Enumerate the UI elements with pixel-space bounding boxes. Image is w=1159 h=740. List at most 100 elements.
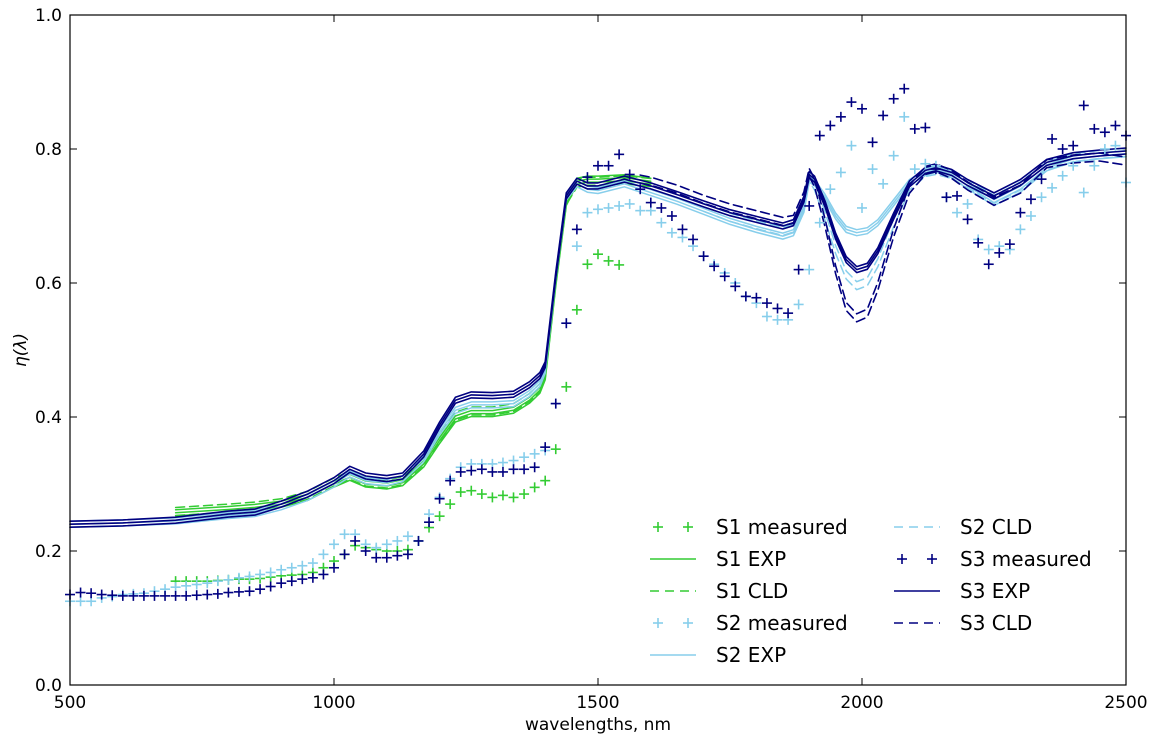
data-point xyxy=(75,596,86,607)
data-point xyxy=(307,558,318,569)
legend-label: S1 EXP xyxy=(716,547,786,571)
data-point xyxy=(730,281,741,292)
data-point xyxy=(1110,120,1121,131)
data-point xyxy=(645,197,656,208)
data-point xyxy=(170,582,181,593)
data-point xyxy=(212,576,223,587)
data-point xyxy=(519,489,530,500)
data-point xyxy=(962,198,973,209)
legend-marker xyxy=(897,554,907,564)
data-point xyxy=(550,398,561,409)
data-point xyxy=(878,110,889,121)
data-point xyxy=(1057,144,1068,154)
s3-exp-line xyxy=(69,150,1127,526)
data-point xyxy=(571,241,582,252)
data-point xyxy=(624,198,635,209)
data-point xyxy=(761,298,772,309)
data-point xyxy=(920,122,931,133)
data-point xyxy=(635,184,646,195)
data-point xyxy=(381,539,392,550)
data-point xyxy=(455,487,466,498)
data-point xyxy=(286,562,297,573)
data-point xyxy=(582,207,593,218)
legend-label: S2 CLD xyxy=(960,515,1032,539)
data-point xyxy=(1025,211,1036,221)
data-point xyxy=(191,590,202,601)
s3-measured-points xyxy=(65,83,1131,601)
data-point xyxy=(941,192,952,203)
data-point xyxy=(265,581,276,592)
legend-label: S3 measured xyxy=(960,547,1092,571)
data-point xyxy=(508,455,519,466)
data-point xyxy=(846,97,857,108)
data-point xyxy=(128,590,139,601)
data-point xyxy=(1089,123,1100,134)
data-point xyxy=(392,535,403,546)
data-point xyxy=(909,123,920,134)
data-point xyxy=(434,493,445,504)
data-point xyxy=(561,381,572,392)
data-point xyxy=(96,589,107,600)
data-point xyxy=(519,452,530,463)
data-point xyxy=(392,550,403,561)
data-point xyxy=(571,304,582,315)
data-point xyxy=(476,489,487,500)
data-point xyxy=(561,318,572,329)
data-point xyxy=(107,590,118,601)
data-point xyxy=(846,140,857,151)
data-point xyxy=(688,234,699,245)
data-point xyxy=(952,190,963,201)
data-point xyxy=(181,590,192,601)
data-point xyxy=(973,237,984,248)
s3-cld-line xyxy=(639,152,1127,315)
data-point xyxy=(772,303,783,314)
data-point xyxy=(983,244,994,255)
data-point xyxy=(804,264,815,275)
s3-exp-line xyxy=(69,153,1127,529)
legend-marker xyxy=(683,618,693,628)
data-point xyxy=(497,457,508,468)
data-point xyxy=(286,576,297,587)
data-point xyxy=(402,549,413,560)
data-point xyxy=(814,217,825,228)
data-point xyxy=(793,264,804,275)
data-point xyxy=(1047,133,1058,144)
data-point xyxy=(899,111,910,122)
data-point xyxy=(1068,140,1079,151)
data-point xyxy=(170,590,181,601)
data-point xyxy=(519,464,530,475)
data-point xyxy=(244,571,255,582)
data-point xyxy=(117,590,128,601)
x-tick-label: 2500 xyxy=(1104,693,1147,713)
data-point xyxy=(476,464,487,475)
y-tick-label: 0.4 xyxy=(35,408,62,428)
data-point xyxy=(571,224,582,235)
legend-handle xyxy=(897,554,937,564)
data-point xyxy=(402,531,413,542)
data-point xyxy=(540,442,551,453)
data-point xyxy=(497,466,508,477)
axis-ticks: 500 1000 1500 2000 2500 0.0 0.2 0.4 0.6 0.8 1.0 xyxy=(35,6,1148,713)
data-point xyxy=(297,560,308,571)
data-point xyxy=(1015,207,1026,218)
data-point xyxy=(223,574,234,585)
s1-measured-points xyxy=(170,249,625,587)
data-point xyxy=(835,167,846,178)
legend-marker xyxy=(683,522,693,532)
data-point xyxy=(86,588,97,599)
data-point xyxy=(233,572,244,583)
data-point xyxy=(1004,239,1015,250)
x-tick-label: 2000 xyxy=(840,693,883,713)
data-point xyxy=(1015,224,1026,235)
data-point xyxy=(1025,194,1036,205)
y-tick-label: 1.0 xyxy=(35,6,62,26)
data-point xyxy=(614,259,625,270)
s3-cld-line xyxy=(639,160,1127,323)
data-point xyxy=(677,224,688,235)
data-point xyxy=(740,291,751,302)
data-point xyxy=(276,578,287,589)
x-tick-label: 500 xyxy=(54,693,86,713)
data-point xyxy=(329,562,339,573)
data-point xyxy=(614,149,625,160)
